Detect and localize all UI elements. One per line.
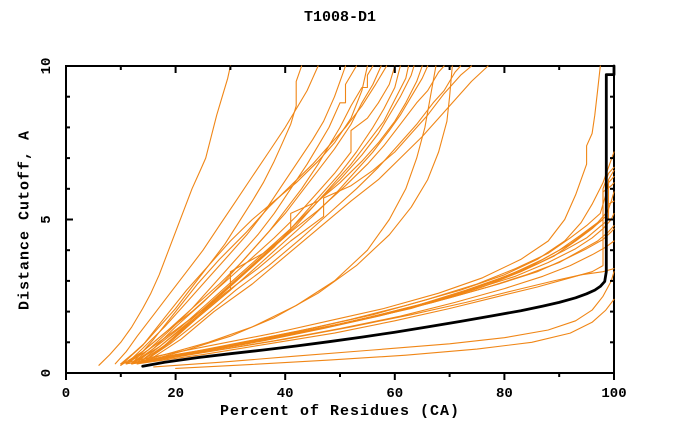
- x-tick-label: 40: [277, 386, 294, 402]
- x-tick-label: 80: [496, 386, 513, 402]
- plot-title: T1008-D1: [303, 9, 376, 26]
- x-axis-label: Percent of Residues (CA): [219, 403, 461, 420]
- y-tick-label: 5: [39, 215, 55, 223]
- y-tick-label: 0: [39, 369, 55, 377]
- y-tick-label: 10: [39, 58, 55, 75]
- x-tick-label: 100: [601, 386, 626, 402]
- x-tick-label: 0: [62, 386, 70, 402]
- x-tick-label: 20: [167, 386, 184, 402]
- x-tick-label: 60: [386, 386, 403, 402]
